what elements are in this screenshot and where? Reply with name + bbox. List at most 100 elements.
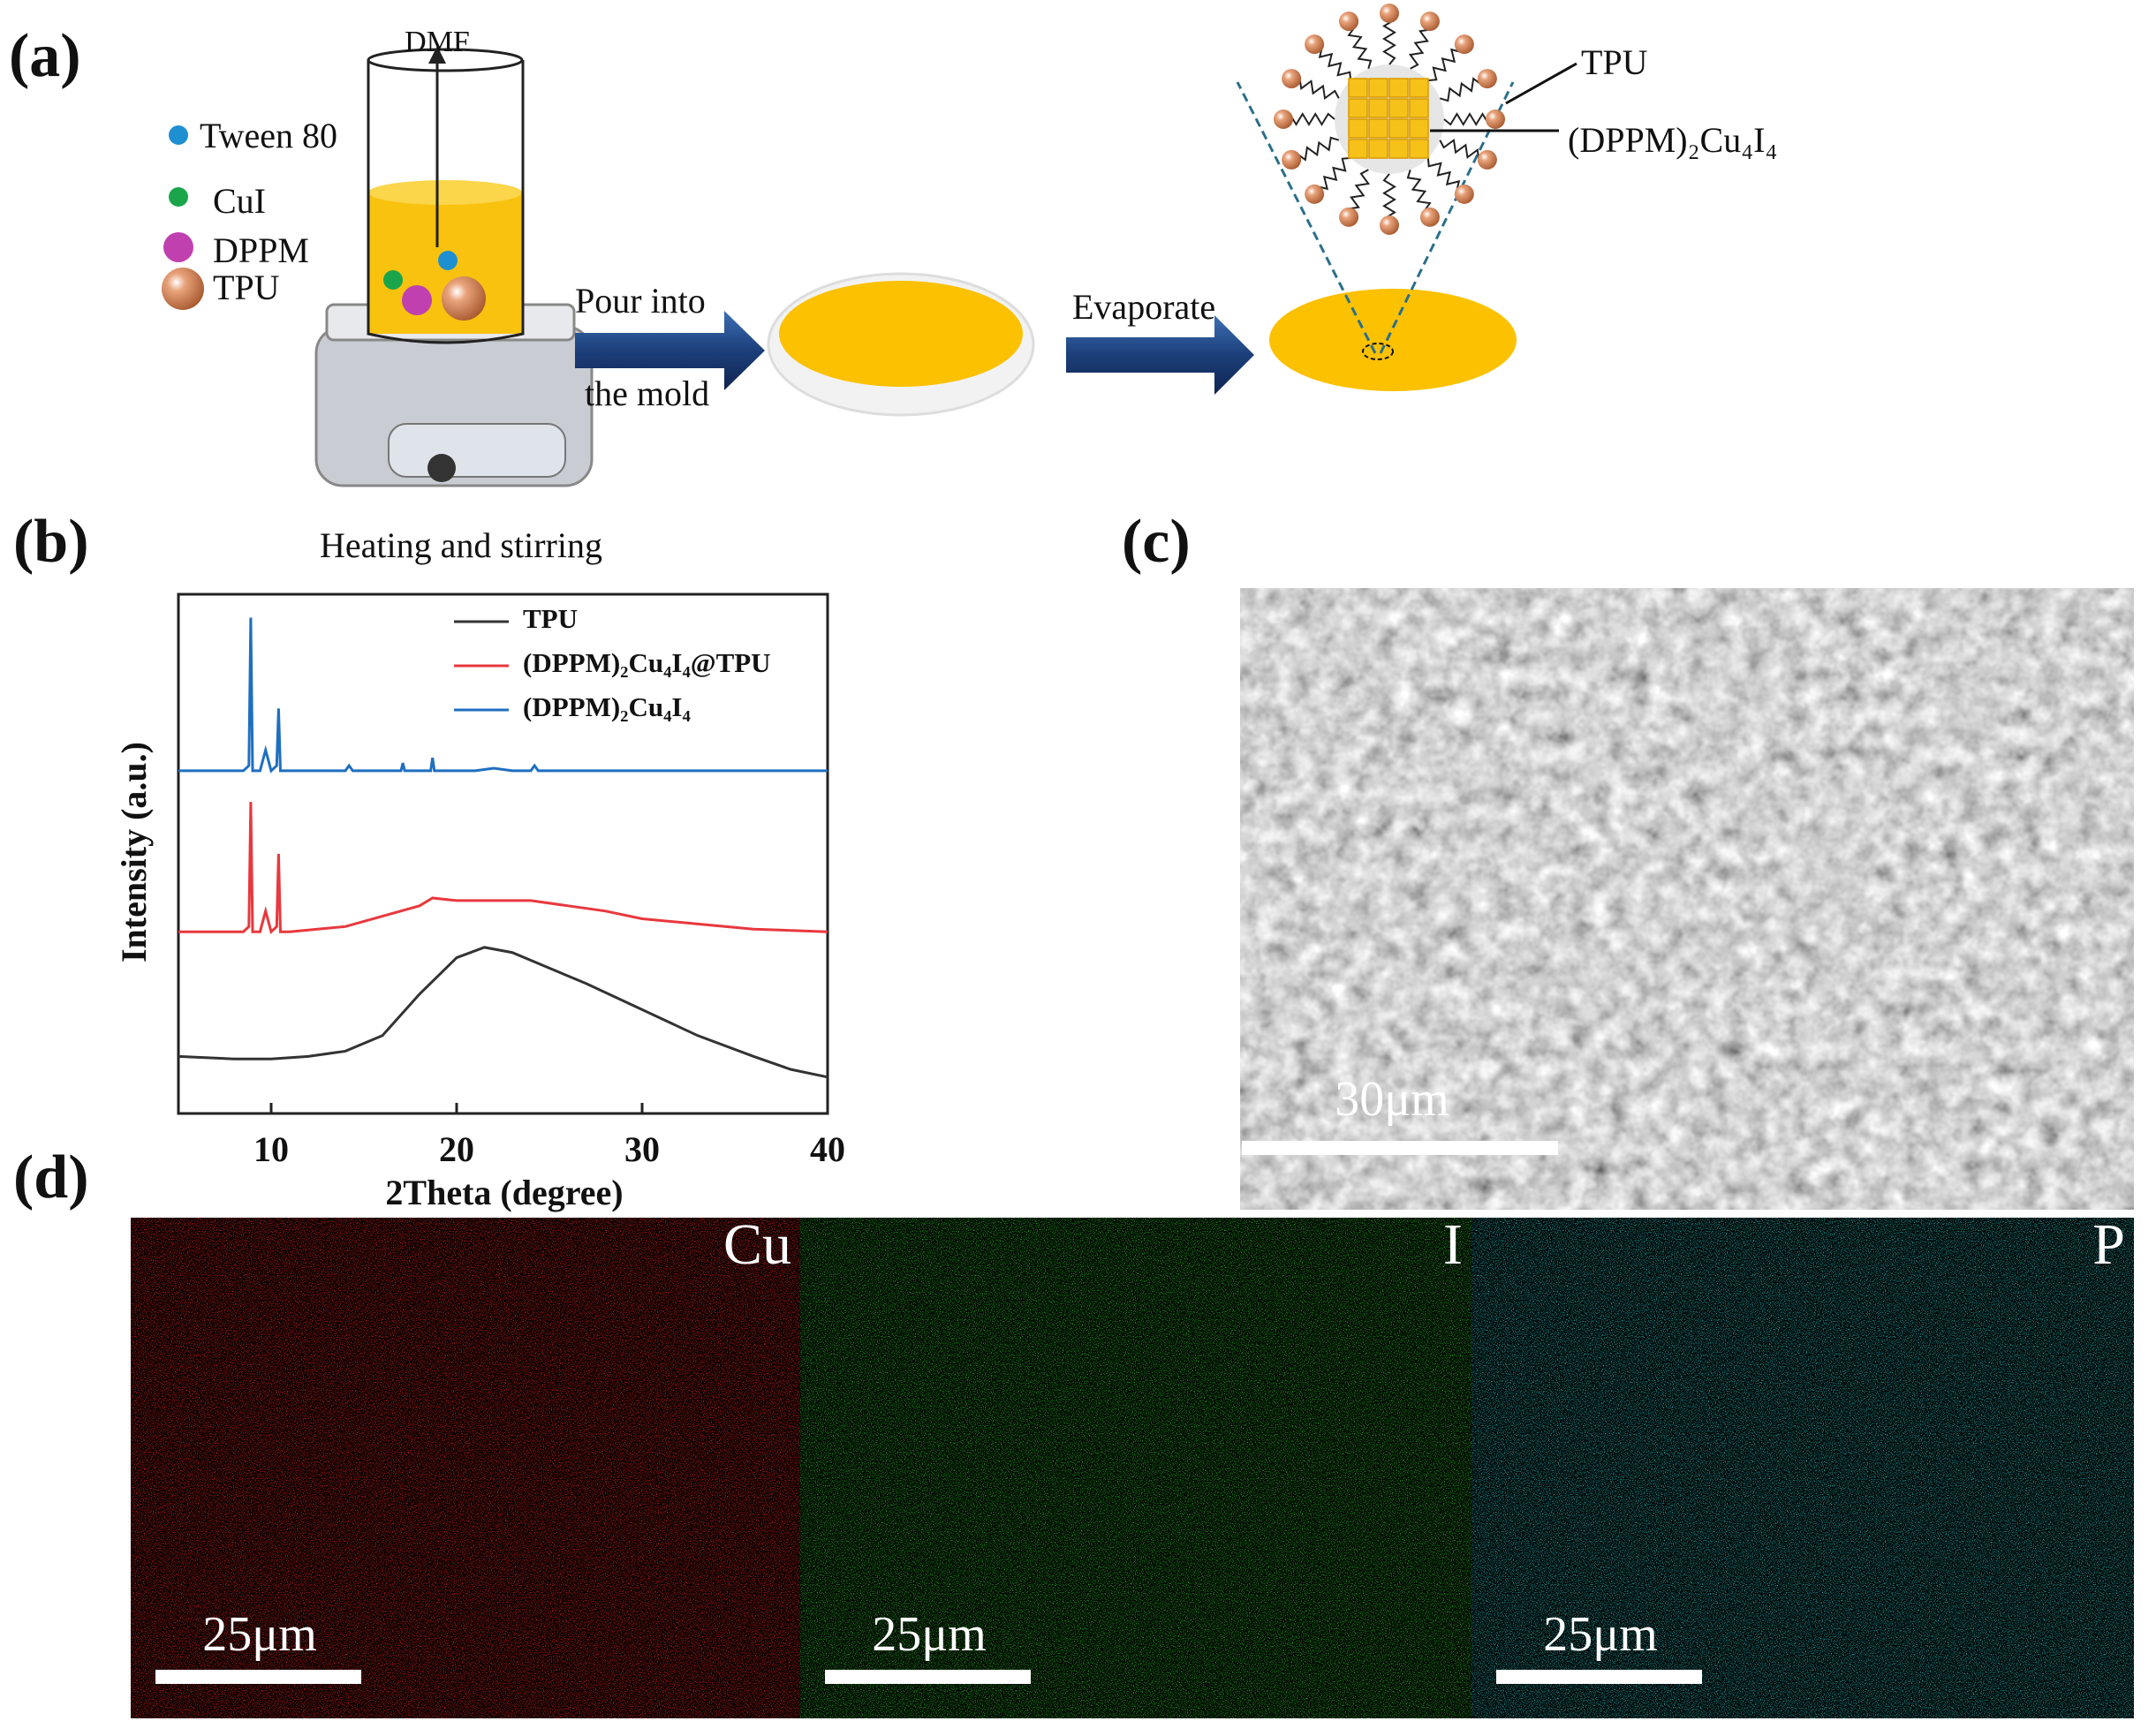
label: Pour into xyxy=(575,281,706,321)
crystal xyxy=(1348,78,1368,98)
molecule xyxy=(442,276,486,321)
liquid-top xyxy=(368,180,522,205)
xrd-chart: 2Theta (degree) Intensity (a.u.) 10 20 30 4… xyxy=(114,593,845,1212)
legend-label: TPU xyxy=(523,603,578,634)
crystal xyxy=(1368,98,1388,118)
panel-label: (b) xyxy=(13,508,89,576)
process-arrow xyxy=(1066,315,1254,395)
crystal xyxy=(1388,78,1409,98)
x-tick-label: 20 xyxy=(439,1129,474,1169)
label: DMF xyxy=(405,26,470,58)
crystal xyxy=(1368,118,1388,139)
process-arrow xyxy=(575,311,765,390)
panel xyxy=(388,423,566,478)
panel-label: (c) xyxy=(1122,508,1191,576)
ligand-head xyxy=(1486,109,1505,129)
knob xyxy=(427,454,456,482)
label: Heating and stirring xyxy=(320,525,602,565)
scale-label: 25μm xyxy=(202,1607,317,1662)
x-tick-label: 10 xyxy=(253,1129,289,1169)
y-axis-label: Intensity (a.u.) xyxy=(114,742,154,962)
sem-image: 30μm xyxy=(1240,588,2134,1210)
ligand-head xyxy=(1380,4,1399,23)
legend-dot xyxy=(169,125,188,145)
ligand-head xyxy=(1274,109,1293,129)
scale-bar xyxy=(155,1670,361,1684)
ligand-head xyxy=(1282,69,1302,89)
panel-label: (a) xyxy=(9,22,81,90)
ligand-head xyxy=(1419,207,1440,227)
ligand-head xyxy=(1419,11,1440,32)
scale-bar xyxy=(825,1670,1031,1684)
ligand-head xyxy=(1305,34,1325,55)
beaker xyxy=(367,60,525,344)
ligand-head xyxy=(1454,34,1474,55)
label: CuI xyxy=(213,181,266,221)
panel-label: (d) xyxy=(13,1143,89,1211)
plot-frame xyxy=(177,593,829,1115)
label: (DPPM)₂Cu₄I₄ xyxy=(1568,120,1777,160)
label: the mold xyxy=(585,374,709,413)
crystal xyxy=(1368,78,1388,98)
label: DPPM xyxy=(213,230,309,270)
element-label: P xyxy=(2092,1212,2125,1277)
scale-label: 25μm xyxy=(872,1607,987,1662)
x-tick-label: 30 xyxy=(624,1129,660,1169)
ligand-head xyxy=(1339,11,1359,32)
x-axis-label: 2Theta (degree) xyxy=(385,1173,623,1212)
sem-texture xyxy=(1240,588,2134,1210)
scale-label: 25μm xyxy=(1543,1607,1658,1662)
data-line xyxy=(178,617,828,774)
molecule xyxy=(402,285,432,315)
ligand-head xyxy=(1477,69,1497,89)
label: TPU xyxy=(213,268,280,307)
legend-label: (DPPM)₂Cu₄I₄@TPU xyxy=(523,647,771,678)
data-line xyxy=(178,946,828,1079)
crystal xyxy=(1348,139,1368,159)
beaker-rim xyxy=(367,48,524,72)
molecule xyxy=(383,270,403,290)
crystal xyxy=(1409,139,1429,159)
zoom-region xyxy=(1362,343,1394,360)
ligand-head xyxy=(1477,149,1497,170)
element-signal xyxy=(800,1218,1471,1718)
element-signal xyxy=(1471,1218,2134,1718)
scale-bar xyxy=(1242,1141,1558,1155)
crystal xyxy=(1388,139,1409,159)
element-label: Cu xyxy=(723,1212,791,1277)
crystal xyxy=(1409,98,1429,118)
crystal xyxy=(1348,118,1368,139)
ligand-head xyxy=(1305,184,1325,204)
label: Evaporate xyxy=(1072,287,1215,327)
ligand-head xyxy=(1380,215,1399,235)
arrow-head xyxy=(428,46,446,64)
callout-arrow xyxy=(1505,62,1577,105)
legend-dot xyxy=(163,232,193,262)
element-signal xyxy=(131,1218,800,1718)
legend-label: (DPPM)₂Cu₄I₄ xyxy=(523,691,691,722)
nanoparticle xyxy=(1274,4,1505,235)
crystal xyxy=(1388,118,1409,139)
data-line xyxy=(178,802,828,935)
zoom-line xyxy=(1379,81,1515,354)
scale-label: 30μm xyxy=(1335,1072,1449,1127)
ligand-head xyxy=(1282,149,1302,170)
crystal xyxy=(1388,98,1409,118)
molecule xyxy=(438,251,458,270)
crystal xyxy=(1348,98,1368,118)
eds-maps: Cu 25μm I 25μm P 25μm xyxy=(131,1212,2134,1718)
element-label: I xyxy=(1443,1212,1463,1277)
zoom-line xyxy=(1236,81,1377,354)
label: TPU xyxy=(1581,42,1648,82)
x-tick-label: 40 xyxy=(810,1129,845,1169)
scale-bar xyxy=(1496,1670,1702,1684)
ligand-head xyxy=(1454,184,1474,204)
legend-dot xyxy=(162,268,204,310)
crystal xyxy=(1409,78,1429,98)
dish-solution xyxy=(779,281,1023,387)
ligand-head xyxy=(1339,207,1359,227)
label: Tween 80 xyxy=(200,116,337,155)
legend-dot xyxy=(169,187,188,207)
crystal xyxy=(1409,118,1429,139)
